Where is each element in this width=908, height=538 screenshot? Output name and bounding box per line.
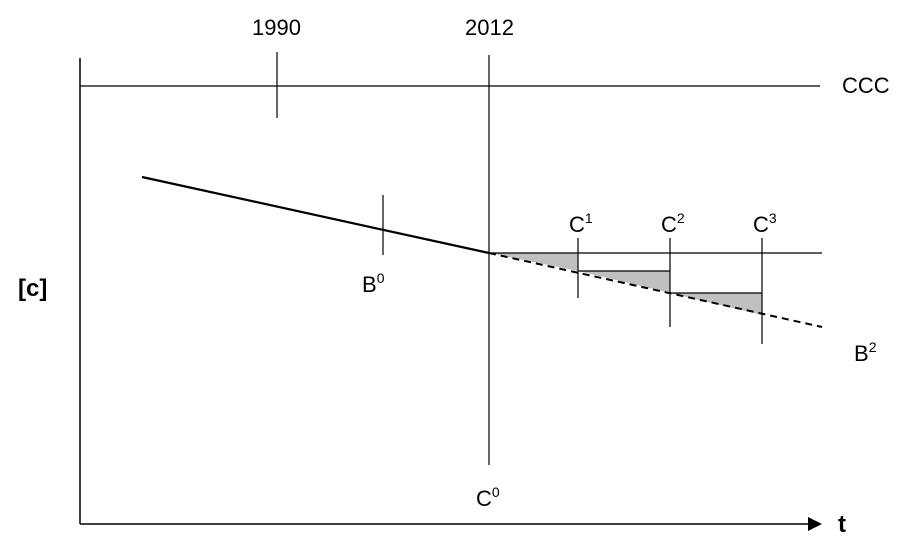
label-c1-base: C xyxy=(569,212,585,237)
label-c3-sup: 3 xyxy=(769,210,777,226)
x-axis-label: t xyxy=(838,511,846,538)
label-b2-sup: 2 xyxy=(869,339,877,355)
label-b0: B0 xyxy=(362,270,385,297)
label-c1-sup: 1 xyxy=(585,210,593,226)
label-c3-base: C xyxy=(753,212,769,237)
label-c1: C1 xyxy=(569,210,593,237)
label-b2: B2 xyxy=(854,339,877,366)
ccc-label: CCC xyxy=(842,73,890,98)
label-c2: C2 xyxy=(661,210,685,237)
year-2012-label: 2012 xyxy=(465,15,514,40)
baseline-b0-line xyxy=(141,175,490,255)
label-b0-sup: 0 xyxy=(377,270,385,286)
label-b0-base: B xyxy=(362,272,377,297)
label-c2-base: C xyxy=(661,212,677,237)
x-axis-arrow-icon xyxy=(808,517,822,531)
label-b2-base: B xyxy=(854,341,869,366)
label-c0-sup: 0 xyxy=(492,484,500,500)
y-axis-label: [c] xyxy=(18,275,47,302)
shade-area-1 xyxy=(489,253,578,271)
label-c3: C3 xyxy=(753,210,777,237)
trend-b2-dashed-line xyxy=(488,252,823,328)
label-c0: C0 xyxy=(476,484,500,511)
label-c0-base: C xyxy=(476,486,492,511)
label-c2-sup: 2 xyxy=(677,210,685,226)
year-1990-label: 1990 xyxy=(252,15,301,40)
